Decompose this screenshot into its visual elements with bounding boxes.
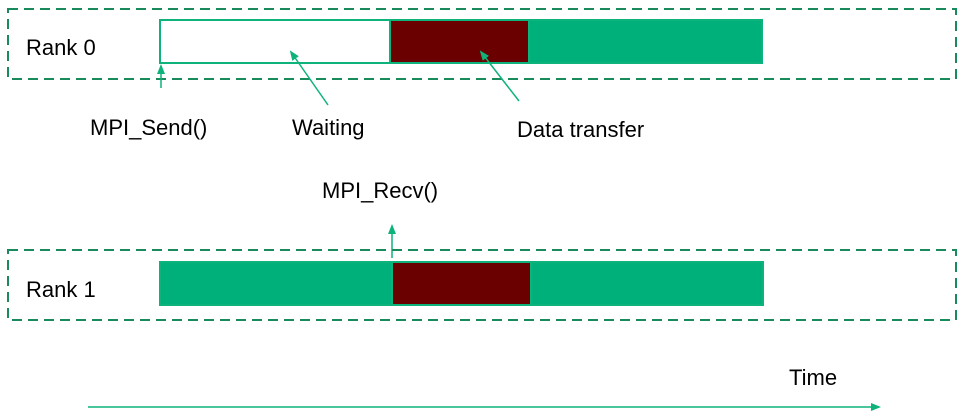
rank-0-container xyxy=(7,8,957,80)
data-transfer-arrow xyxy=(479,50,520,102)
rank-1-container xyxy=(7,249,957,321)
waiting-label: Waiting xyxy=(292,115,365,140)
rank-1-label: Rank 1 xyxy=(26,277,96,302)
rank-0-active-segment xyxy=(528,19,763,64)
time-axis-label: Time xyxy=(789,365,837,390)
rank-1-active-segment-end xyxy=(530,261,764,306)
rank-1-active-segment-start xyxy=(159,261,393,306)
rank-0-waiting-segment xyxy=(159,19,391,64)
rank-0-data-transfer-segment xyxy=(389,19,530,64)
rank-0-label: Rank 0 xyxy=(26,35,96,60)
rank-1-data-transfer-segment xyxy=(391,261,532,306)
mpi-recv-label: MPI_Recv() xyxy=(322,178,438,203)
data-transfer-label: Data transfer xyxy=(517,117,644,142)
waiting-arrow xyxy=(289,50,329,106)
mpi-send-label: MPI_Send() xyxy=(90,115,207,140)
